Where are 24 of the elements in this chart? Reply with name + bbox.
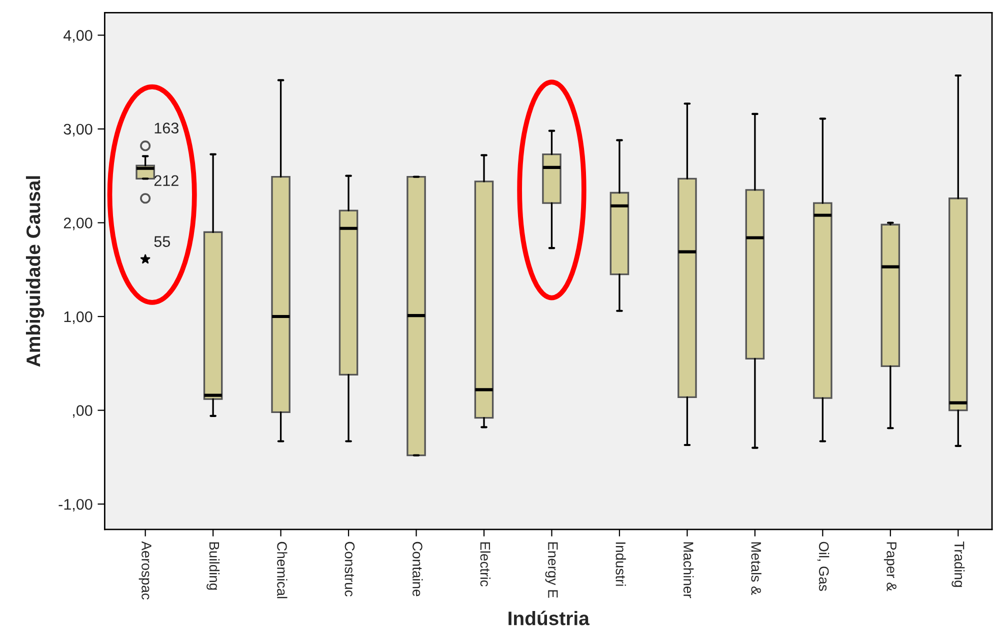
- y-tick-label: 1,00: [64, 311, 92, 324]
- x-tick-label: Construc: [344, 542, 355, 596]
- annotation: 212: [154, 175, 178, 186]
- y-tick-label: 3,00: [64, 124, 92, 136]
- x-axis-title: Indústria: [508, 610, 590, 626]
- x-tick-label: Electric: [480, 542, 490, 586]
- x-tick-label: Industri: [616, 542, 626, 586]
- x-tick-label: Paper &: [884, 542, 896, 592]
- y-tick-label: 2,00: [64, 218, 92, 230]
- x-tick-label: Trading: [952, 542, 965, 587]
- x-tick-label: Oil, Gas: [817, 542, 830, 591]
- x-tick-label: Metals &: [751, 542, 762, 596]
- y-axis-title: Ambiguidade Causal: [26, 176, 44, 367]
- annotation: 163: [154, 122, 178, 134]
- y-tick-label: ,00: [73, 405, 92, 418]
- x-tick-label: Chemical: [277, 542, 288, 598]
- x-tick-label: Machiner: [683, 542, 694, 598]
- y-tick-label: -1,00: [58, 498, 92, 512]
- x-tick-label: Aerospac: [138, 541, 152, 600]
- x-tick-label: Building: [206, 542, 220, 590]
- y-tick-label: 4,00: [64, 30, 92, 43]
- x-tick-label: Containe: [412, 542, 423, 596]
- annotation: 55: [154, 236, 170, 247]
- x-tick-label: Energy E: [545, 542, 558, 598]
